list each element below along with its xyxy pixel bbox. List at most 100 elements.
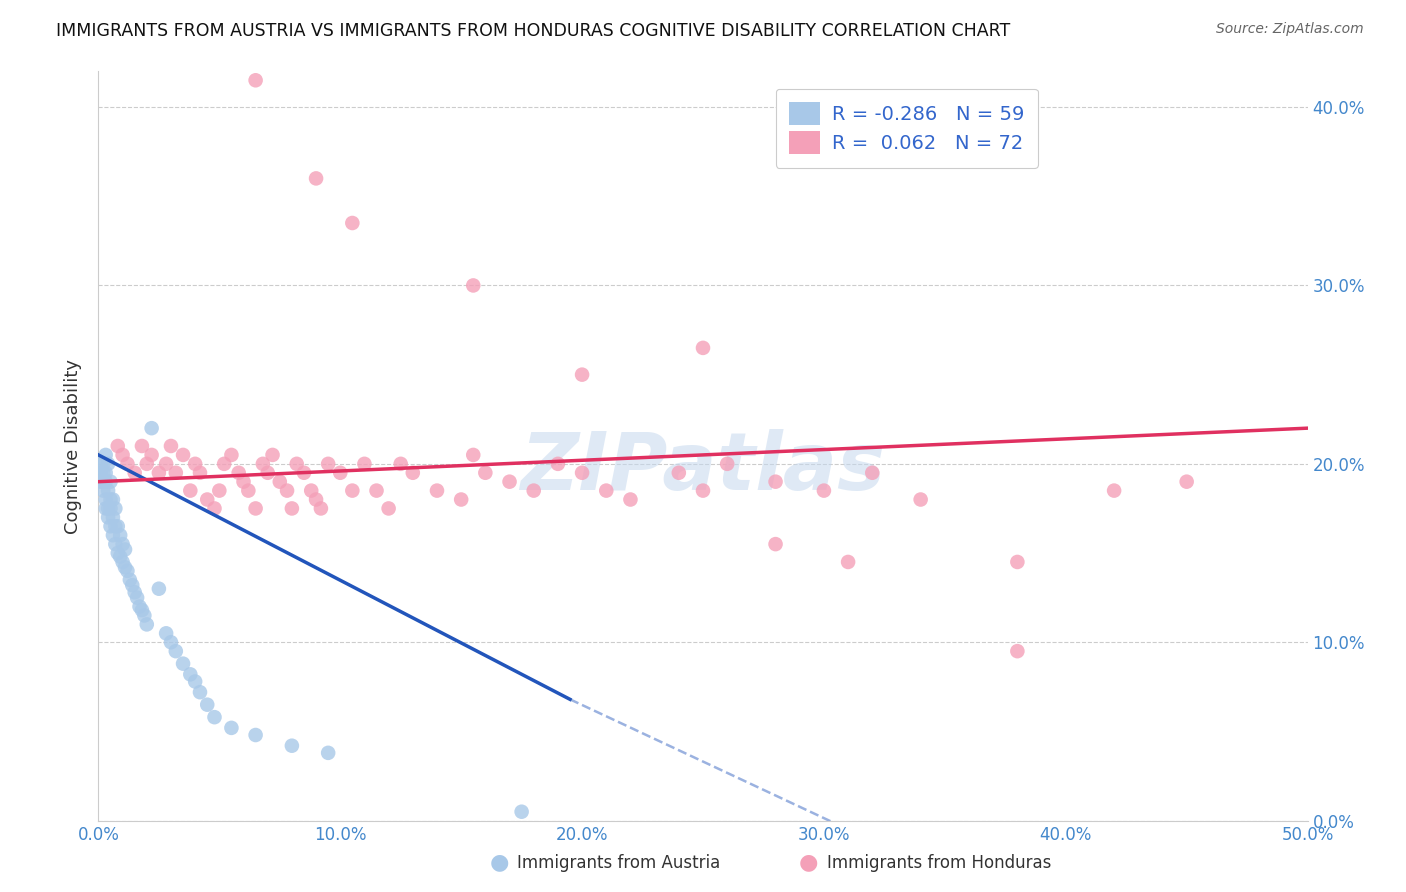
Point	[114, 560, 136, 574]
Point	[595, 483, 617, 498]
Point	[111, 448, 134, 462]
Point	[111, 555, 134, 569]
Point	[1175, 475, 1198, 489]
Point	[245, 728, 267, 742]
Point	[299, 483, 322, 498]
Point	[141, 421, 163, 435]
Point	[100, 519, 122, 533]
Point	[94, 492, 117, 507]
Point	[238, 483, 260, 498]
Point	[141, 448, 163, 462]
Point	[285, 457, 308, 471]
Point	[97, 501, 120, 516]
Point	[91, 483, 114, 498]
Point	[716, 457, 738, 471]
Point	[463, 448, 485, 462]
Point	[316, 457, 339, 471]
Point	[101, 528, 124, 542]
Text: Source: ZipAtlas.com: Source: ZipAtlas.com	[1216, 22, 1364, 37]
Point	[165, 644, 187, 658]
Point	[765, 475, 787, 489]
Point	[305, 492, 328, 507]
Point	[474, 466, 496, 480]
Point	[221, 448, 243, 462]
Point	[292, 466, 315, 480]
Text: ●: ●	[799, 853, 818, 872]
Point	[135, 617, 157, 632]
Text: Immigrants from Austria: Immigrants from Austria	[517, 855, 721, 872]
Point	[668, 466, 690, 480]
Point	[498, 475, 520, 489]
Point	[228, 466, 250, 480]
Point	[124, 466, 146, 480]
Y-axis label: Cognitive Disability: Cognitive Disability	[65, 359, 83, 533]
Point	[107, 519, 129, 533]
Point	[101, 492, 124, 507]
Point	[97, 483, 120, 498]
Point	[402, 466, 425, 480]
Point	[165, 466, 187, 480]
Point	[94, 466, 117, 480]
Point	[342, 483, 364, 498]
Point	[131, 439, 153, 453]
Point	[281, 739, 304, 753]
Point	[90, 457, 112, 471]
Point	[269, 475, 291, 489]
Point	[131, 603, 153, 617]
Point	[450, 492, 472, 507]
Point	[342, 216, 364, 230]
Point	[100, 501, 122, 516]
Point	[91, 466, 114, 480]
Point	[765, 537, 787, 551]
Point	[91, 457, 114, 471]
Point	[188, 685, 211, 699]
Point	[1102, 483, 1125, 498]
Point	[90, 466, 112, 480]
Point	[195, 492, 218, 507]
Point	[860, 466, 883, 480]
Point	[510, 805, 533, 819]
Point	[104, 519, 127, 533]
Point	[104, 537, 127, 551]
Legend: R = -0.286   N = 59, R =  0.062   N = 72: R = -0.286 N = 59, R = 0.062 N = 72	[776, 88, 1038, 168]
Point	[114, 542, 136, 557]
Point	[329, 466, 352, 480]
Point	[94, 501, 117, 516]
Point	[252, 457, 274, 471]
Point	[101, 510, 124, 524]
Point	[148, 582, 170, 596]
Point	[204, 501, 226, 516]
Point	[172, 657, 194, 671]
Point	[463, 278, 485, 293]
Point	[212, 457, 235, 471]
Text: Immigrants from Honduras: Immigrants from Honduras	[827, 855, 1052, 872]
Point	[232, 475, 254, 489]
Point	[309, 501, 332, 516]
Point	[571, 368, 593, 382]
Point	[127, 591, 149, 605]
Point	[155, 457, 177, 471]
Point	[107, 439, 129, 453]
Point	[100, 492, 122, 507]
Point	[91, 475, 114, 489]
Point	[117, 457, 139, 471]
Point	[692, 483, 714, 498]
Point	[128, 599, 150, 614]
Point	[377, 501, 399, 516]
Point	[108, 549, 131, 564]
Point	[90, 475, 112, 489]
Text: IMMIGRANTS FROM AUSTRIA VS IMMIGRANTS FROM HONDURAS COGNITIVE DISABILITY CORRELA: IMMIGRANTS FROM AUSTRIA VS IMMIGRANTS FR…	[56, 22, 1011, 40]
Point	[195, 698, 218, 712]
Point	[118, 573, 141, 587]
Point	[135, 457, 157, 471]
Point	[160, 635, 183, 649]
Point	[97, 457, 120, 471]
Point	[184, 674, 207, 689]
Point	[117, 564, 139, 578]
Point	[94, 448, 117, 462]
Point	[619, 492, 641, 507]
Point	[107, 546, 129, 560]
Point	[94, 475, 117, 489]
Point	[389, 457, 412, 471]
Point	[111, 537, 134, 551]
